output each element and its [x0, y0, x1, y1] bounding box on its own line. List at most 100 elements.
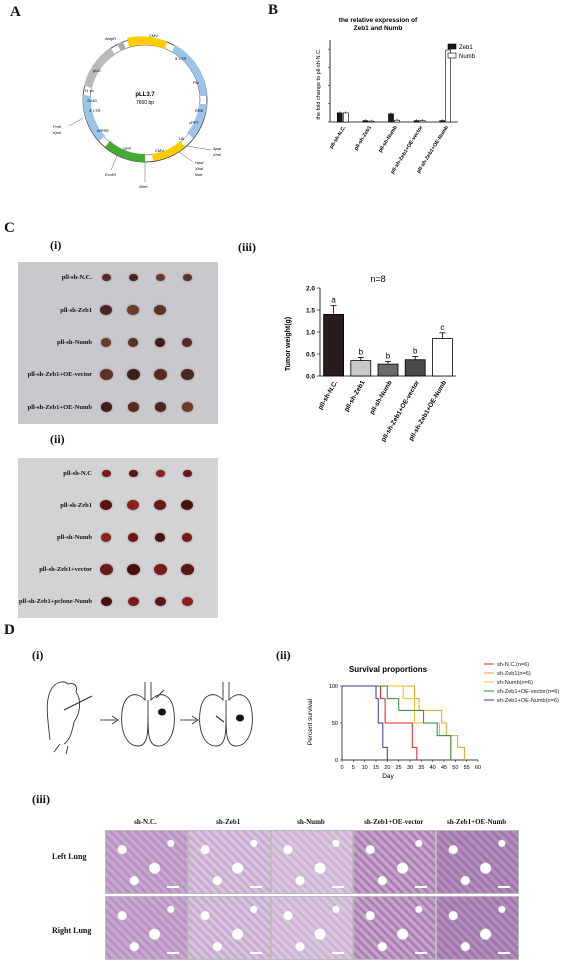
scale-bar	[249, 952, 262, 954]
chart-d-title: Survival proportions	[349, 665, 428, 674]
photo-i-tumor	[181, 402, 193, 412]
chart-d-xtick-label: 40	[430, 765, 436, 771]
panel-label-b: B	[268, 2, 279, 18]
photo-ii-tumor	[180, 563, 194, 575]
plasmid-label-f1ori: f1 ori	[85, 88, 94, 93]
plasmid-label-ampr: AmpR	[105, 36, 116, 41]
photo-i-tumor	[153, 368, 167, 380]
chart-d-xtick-label: 60	[475, 765, 481, 771]
plasmid-rre-arc	[187, 104, 207, 138]
chart-d-ytick-label: 0	[335, 758, 338, 764]
plasmid-ltr-arc	[172, 45, 207, 96]
chart-c-ytick-label: 0.0	[306, 374, 315, 381]
photo-ii-tumor	[127, 500, 139, 511]
site-ecori: EcoRI	[105, 172, 117, 177]
plasmid-label-psi: Psi	[193, 80, 199, 85]
histology-column-header: sh-Zeb1	[216, 818, 241, 826]
chart-d-legend-label-3: sh-Zeb1+OE-vector(n=6)	[497, 689, 559, 695]
plasmid-u6-arc	[152, 141, 185, 161]
plasmid-label-gfp: GFP	[123, 146, 132, 151]
photo-i-tumor	[154, 402, 166, 412]
tumor-photo-ii: pll-sh-N.C pll-sh-Zeb1 pll-sh-Numb pll-sh-Z…	[18, 458, 218, 618]
photo-ii-tumor	[100, 596, 112, 606]
chart-b-legend-label-numb: Numb	[459, 54, 476, 60]
photo-ii-row-label: pll-sh-Zeb1+pclone-Numb	[18, 598, 92, 605]
photo-i-tumor	[99, 368, 113, 380]
photo-ii-tumor	[154, 596, 166, 606]
site-xhoi: XhoI	[212, 152, 222, 157]
chart-b-bar-numb-4	[445, 49, 451, 123]
mouse-outline	[46, 681, 81, 745]
photo-i-tumor	[180, 368, 194, 380]
lungs-left-1	[121, 682, 149, 747]
photo-ii-tumor	[155, 533, 165, 542]
site-hpai: HpaI	[195, 160, 204, 165]
histology-image	[353, 896, 437, 960]
row-label-left-lung: Left Lung	[52, 852, 87, 861]
scale-bar	[166, 886, 179, 888]
site-noti: NotI	[195, 172, 203, 177]
chart-c-significance-letter: b	[386, 351, 391, 360]
photo-i-tumor	[128, 338, 138, 347]
photo-i-tumor	[155, 338, 165, 347]
chart-d-ytick-label: 100	[329, 684, 338, 690]
photo-ii-tumor	[182, 533, 192, 542]
panel-c-ii-label: (ii)	[50, 432, 65, 446]
plasmid-label-cppt: cPPT	[189, 120, 199, 125]
chart-b-bar-zeb1-4	[439, 120, 445, 123]
panel-label-a: A	[10, 4, 21, 20]
chart-b-bar-numb-1	[368, 120, 375, 123]
scale-bar	[497, 886, 510, 888]
chart-d-xlabel: Day	[382, 773, 394, 780]
plasmid-wpre-arc	[82, 95, 105, 141]
chart-c-significance-letter: b	[359, 347, 364, 356]
chart-d-ytick-label: 50	[332, 721, 338, 727]
histology-column-header: sh-Numb	[297, 818, 325, 826]
plasmid-label-rre: RRE	[195, 108, 204, 113]
histology-image	[436, 896, 519, 960]
histology-image	[436, 830, 519, 894]
chart-d-xtick-label: 25	[396, 765, 402, 771]
chart-b-legend-swatch-zeb1	[447, 43, 457, 50]
photo-i-row-label: pll-sh-Numb	[56, 339, 92, 346]
histology-image	[353, 830, 437, 894]
photo-i-tumor	[126, 368, 140, 380]
photo-ii-tumor	[181, 596, 193, 606]
chart-b-legend-label-zeb1: Zeb1	[459, 45, 473, 51]
chart-c-ytick-label: 0.5	[306, 352, 315, 359]
photo-i-row-label: pll-sh-Zeb1	[60, 306, 92, 314]
chart-c-bar-1	[350, 360, 372, 377]
chart-d-ylabel: Percent survival	[307, 698, 314, 745]
chart-c-ytick-label: 1.0	[306, 330, 315, 337]
lungs-right-2	[225, 682, 253, 747]
tumor-spot-2	[236, 714, 244, 722]
plasmid-ampr-arc	[117, 42, 126, 51]
chart-b-bar-zeb1-3	[413, 120, 420, 123]
photo-ii-tumor	[100, 500, 112, 511]
plasmid-label-u6: U6	[179, 136, 185, 141]
histology-column-header: sh-Zeb1+OE-Numb	[446, 818, 507, 826]
plasmid-label-cmv1: CMV	[149, 33, 158, 38]
chart-d-xtick-label: 30	[407, 765, 413, 771]
chart-c-bar-3	[404, 359, 426, 377]
photo-ii-row-label: pll-sh-N.C	[63, 470, 92, 477]
photo-i-row-label: pll-sh-Zeb1+OE-vector	[27, 371, 92, 379]
photo-i-row-label: pll-sh-Zeb1+OE-Numb	[27, 403, 92, 411]
chart-c-bar-4	[431, 338, 453, 377]
photo-ii-tumor	[101, 469, 111, 478]
chart-d-legend-label-0: sh-N.C.(n=6)	[497, 662, 529, 668]
panel-c-i-label: (i)	[50, 238, 62, 252]
chart-d-legend-label-1: sh-Zeb1(n=6)	[497, 671, 531, 677]
chart-c-category-label: pll-sh-Numb	[369, 379, 394, 415]
histology-image	[187, 830, 271, 894]
chart-b-legend-swatch-numb	[447, 52, 457, 59]
photo-i-tumor	[154, 304, 166, 315]
chart-d-xtick-label: 45	[441, 765, 447, 771]
histology-image	[187, 896, 271, 960]
chart-b-title-line2: Zeb1 and Numb	[354, 25, 403, 32]
scale-bar	[332, 952, 345, 954]
plasmid-name: pLL3.7	[135, 92, 155, 98]
histology-column-header: sh-Zeb1+OE-vector	[364, 818, 424, 826]
chart-d-xtick-label: 35	[418, 765, 424, 771]
histology-image	[270, 896, 354, 960]
